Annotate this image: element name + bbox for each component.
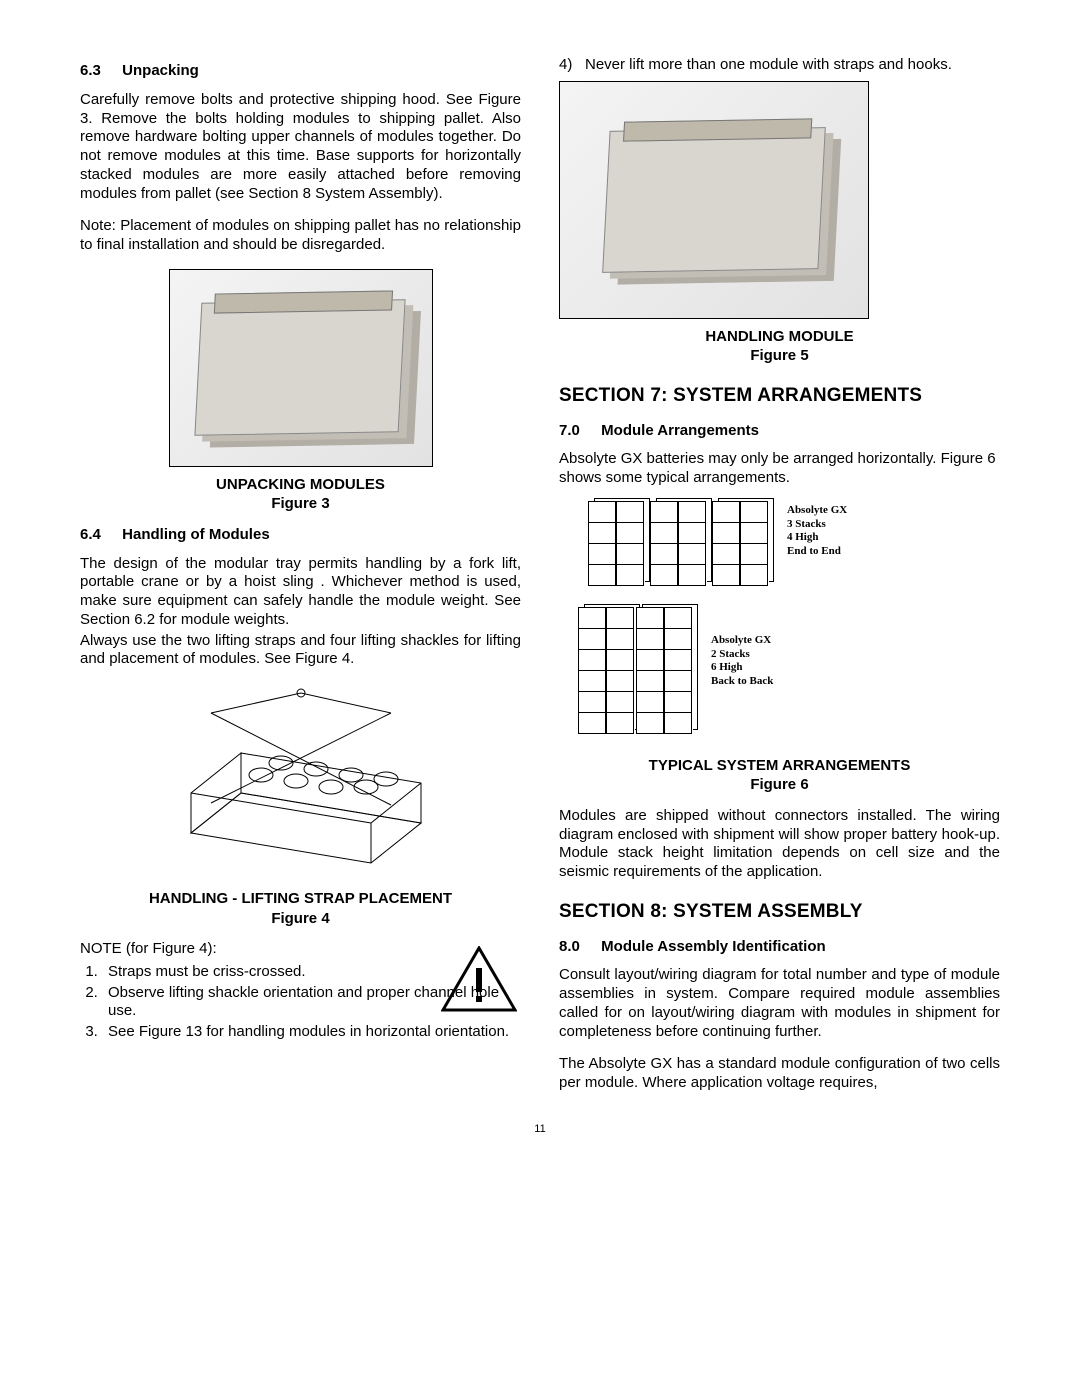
stack <box>589 502 645 586</box>
arrangement-1-label: Absolyte GX 3 Stacks 4 High End to End <box>787 504 847 559</box>
para-6-3-a: Carefully remove bolts and protective sh… <box>80 91 521 204</box>
heading-title: Module Assembly Identification <box>601 938 825 955</box>
para-6-4-a: The design of the modular tray permits h… <box>80 555 521 630</box>
figure-4-title: HANDLING - LIFTING STRAP PLACEMENT <box>149 890 452 907</box>
figure-4-image <box>141 683 461 883</box>
warning-icon <box>441 946 517 1012</box>
heading-7-0: 7.0 Module Arrangements <box>559 422 1000 441</box>
figure-3-caption: UNPACKING MODULES Figure 3 <box>80 475 521 514</box>
heading-6-3: 6.3 Unpacking <box>80 62 521 81</box>
heading-num: 6.4 <box>80 526 118 545</box>
arrangement-2: Absolyte GX 2 Stacks 6 High Back to Back <box>579 608 1000 734</box>
figure-5-image <box>559 81 869 319</box>
page-number: 11 <box>80 1123 1000 1137</box>
figure-3 <box>80 269 521 467</box>
left-column: 6.3 Unpacking Carefully remove bolts and… <box>80 56 521 1093</box>
heading-title: Unpacking <box>122 62 199 79</box>
figure-4-sub: Figure 4 <box>271 910 329 927</box>
stack <box>713 502 769 586</box>
right-column: 4) Never lift more than one module with … <box>559 56 1000 1093</box>
section-7-title: SECTION 7: SYSTEM ARRANGEMENTS <box>559 384 1000 408</box>
stack <box>579 608 635 734</box>
figure-6-title: TYPICAL SYSTEM ARRANGEMENTS <box>649 757 911 774</box>
heading-num: 8.0 <box>559 938 597 957</box>
stack <box>651 502 707 586</box>
para-8-0-b: The Absolyte GX has a standard module co… <box>559 1055 1000 1093</box>
para-7-0-a: Absolyte GX batteries may only be arrang… <box>559 450 1000 488</box>
heading-num: 7.0 <box>559 422 597 441</box>
figure-4-caption: HANDLING - LIFTING STRAP PLACEMENT Figur… <box>80 889 521 928</box>
heading-8-0: 8.0 Module Assembly Identification <box>559 938 1000 957</box>
figure-3-image <box>169 269 433 467</box>
figure-6-caption: TYPICAL SYSTEM ARRANGEMENTS Figure 6 <box>559 756 1000 795</box>
para-8-0-a: Consult layout/wiring diagram for total … <box>559 966 1000 1041</box>
section-8-title: SECTION 8: SYSTEM ASSEMBLY <box>559 900 1000 924</box>
heading-title: Handling of Modules <box>122 526 270 543</box>
note-item: See Figure 13 for handling modules in ho… <box>102 1023 521 1042</box>
page-body: 6.3 Unpacking Carefully remove bolts and… <box>80 56 1000 1093</box>
arrangement-1: Absolyte GX 3 Stacks 4 High End to End <box>589 502 1000 586</box>
stack <box>637 608 693 734</box>
figure-3-title: UNPACKING MODULES <box>216 476 385 493</box>
heading-title: Module Arrangements <box>601 422 759 439</box>
para-7-0-b: Modules are shipped without connectors i… <box>559 807 1000 882</box>
figure-4-notes: NOTE (for Figure 4): Straps must be cris… <box>80 940 521 1042</box>
note-4-text: Never lift more than one module with str… <box>585 56 952 75</box>
arrangement-2-label: Absolyte GX 2 Stacks 6 High Back to Back <box>711 634 773 689</box>
para-6-4-b: Always use the two lifting straps and fo… <box>80 632 521 670</box>
figure-3-sub: Figure 3 <box>271 495 329 512</box>
figure-5-title: HANDLING MODULE <box>705 328 853 345</box>
figure-5-caption: HANDLING MODULE Figure 5 <box>559 327 1000 366</box>
heading-num: 6.3 <box>80 62 118 81</box>
note-4-num: 4) <box>559 56 579 75</box>
figure-6-diagram: Absolyte GX 3 Stacks 4 High End to End A… <box>589 502 1000 734</box>
para-6-3-b: Note: Placement of modules on shipping p… <box>80 217 521 255</box>
figure-5 <box>559 81 1000 319</box>
figure-6-sub: Figure 6 <box>750 776 808 793</box>
figure-5-sub: Figure 5 <box>750 347 808 364</box>
note-4: 4) Never lift more than one module with … <box>559 56 1000 75</box>
heading-6-4: 6.4 Handling of Modules <box>80 526 521 545</box>
